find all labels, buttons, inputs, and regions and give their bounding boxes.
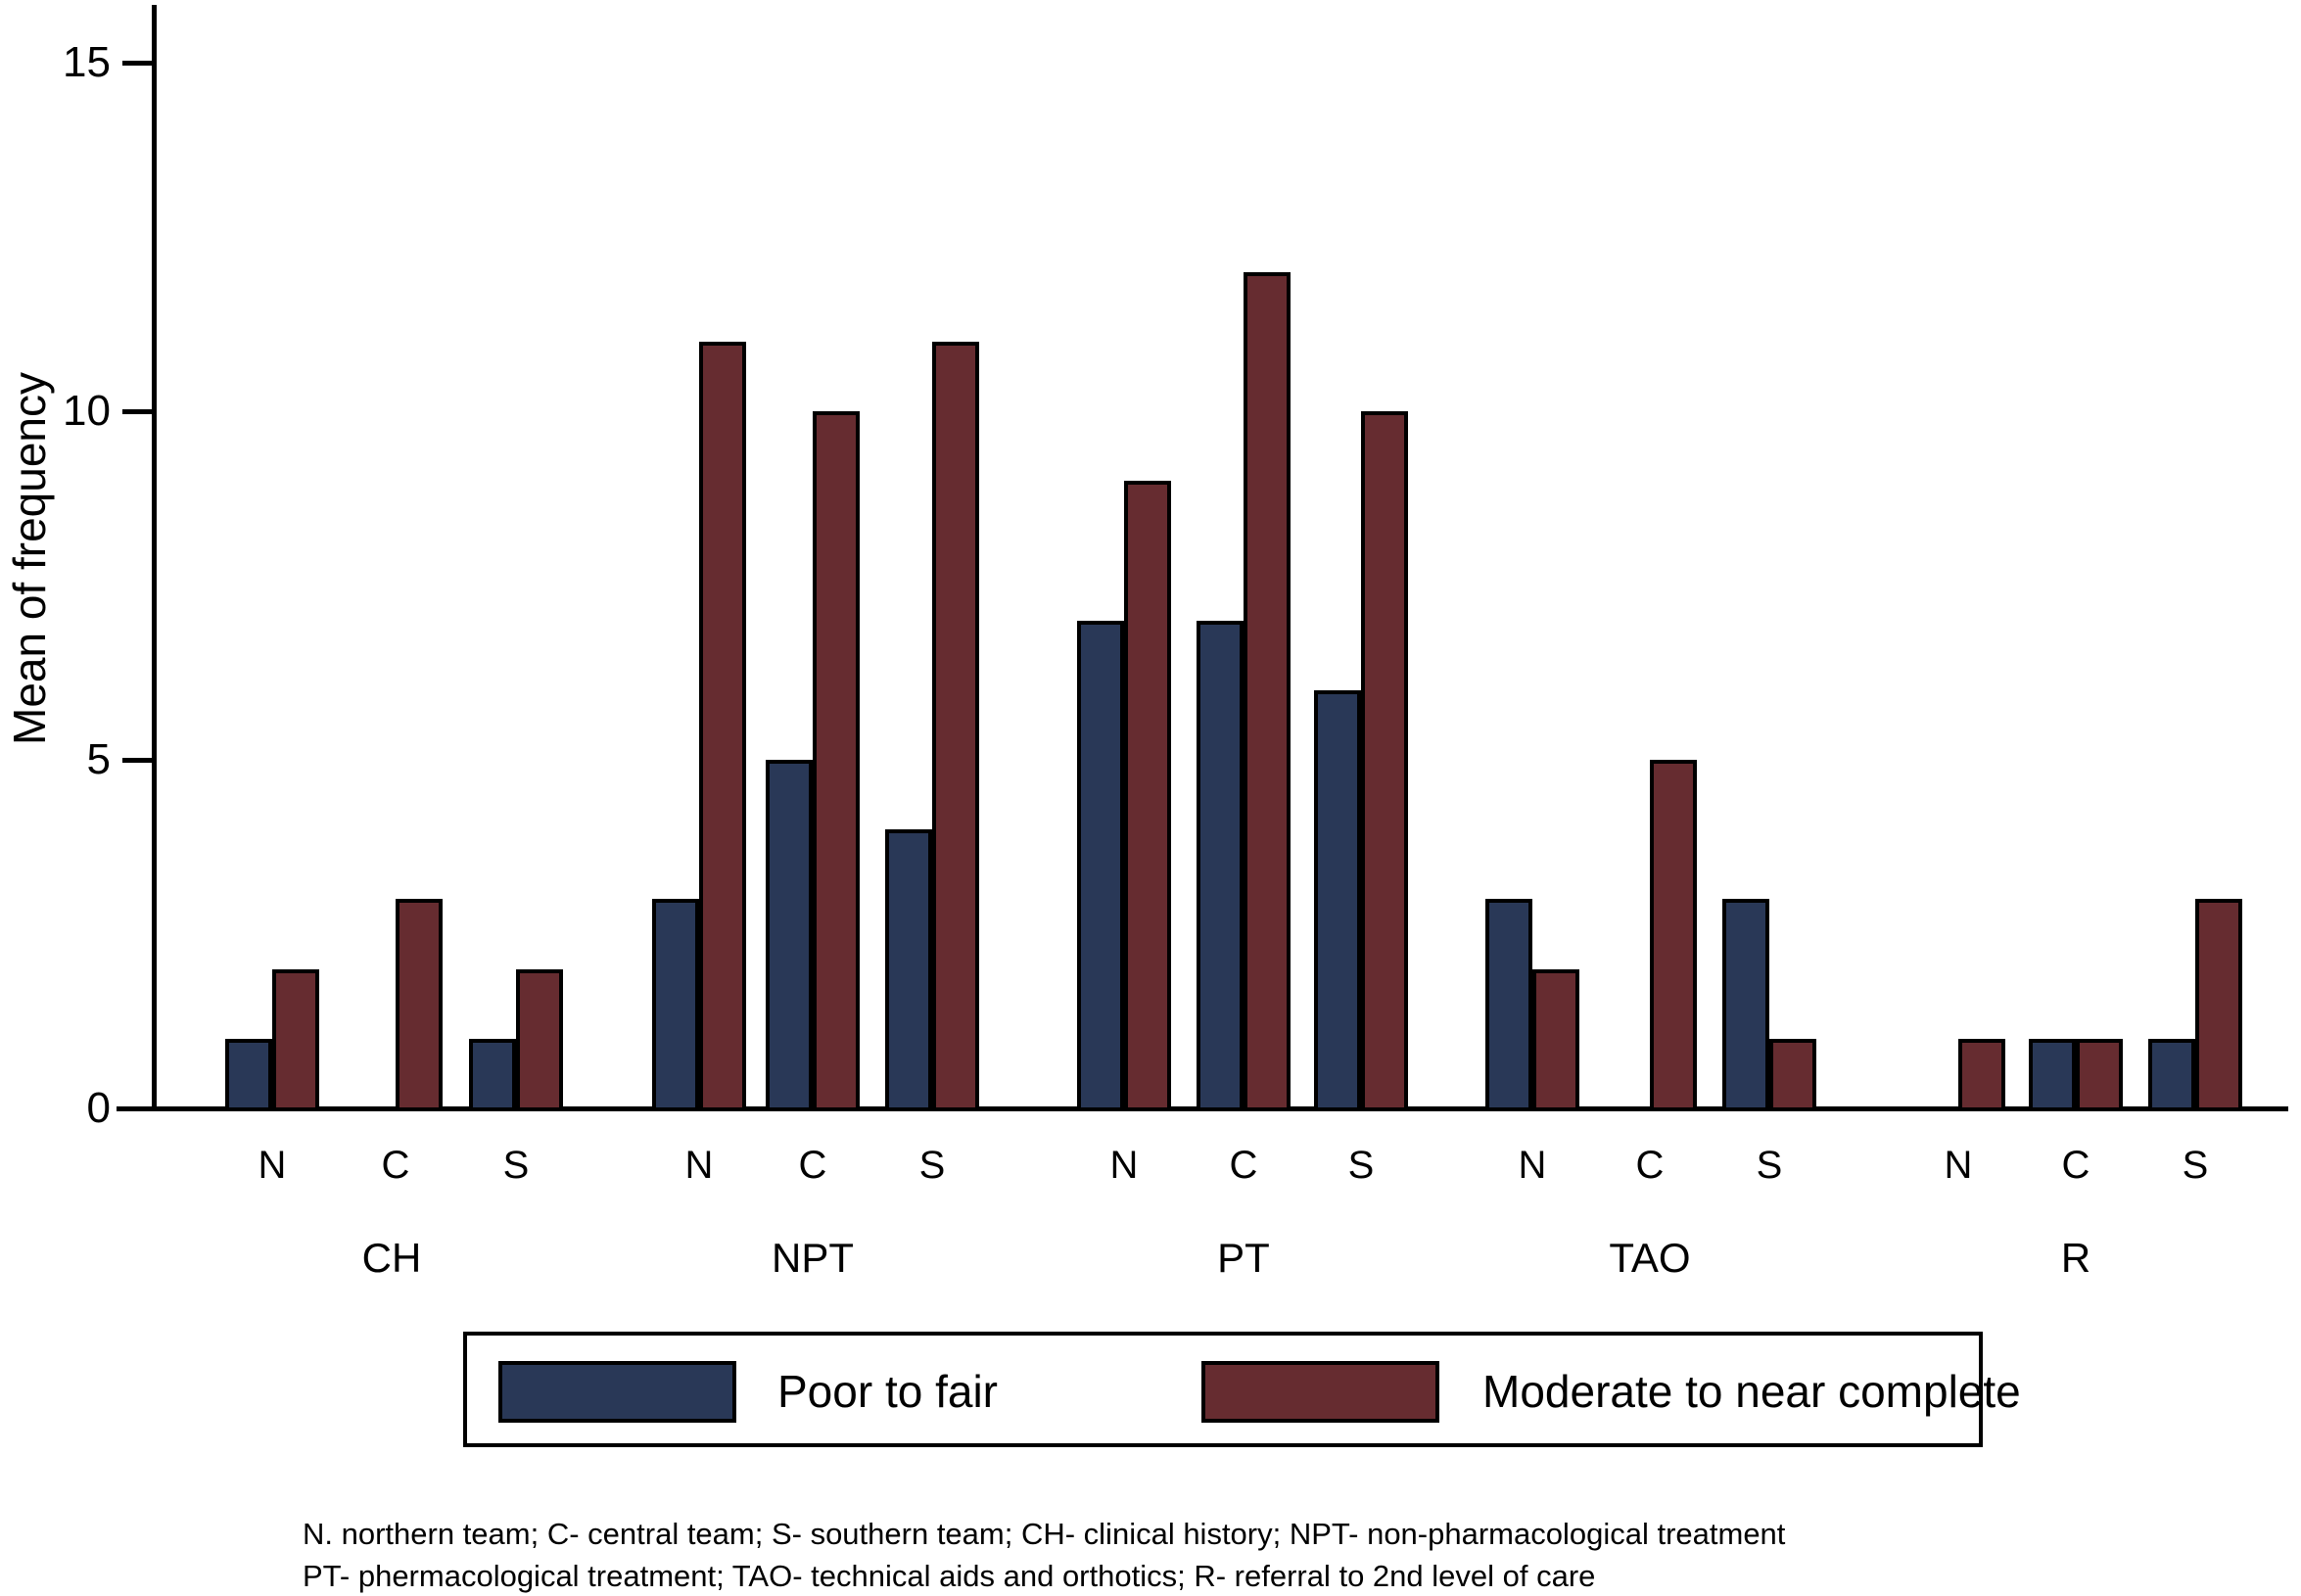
y-tick-0 <box>122 1106 152 1111</box>
y-tick-5 <box>122 758 152 763</box>
y-tick-15 <box>122 61 152 66</box>
x-label-ch-s: S <box>502 1144 530 1187</box>
x-label-npt-c: C <box>798 1144 827 1187</box>
bar-poor-to-fair-tao-s <box>1722 899 1769 1111</box>
x-label-pt-c: C <box>1229 1144 1258 1187</box>
bar-poor-to-fair-r-c <box>2029 1039 2076 1111</box>
y-tick-label-5: 5 <box>86 735 111 783</box>
bar-moderate-to-near-complete-npt-c <box>813 411 860 1111</box>
caption-line-2: PT- phermacological treatment; TAO- tech… <box>303 1559 1596 1593</box>
x-group-label-ch: CH <box>361 1235 422 1281</box>
bar-moderate-to-near-complete-pt-s <box>1361 411 1408 1111</box>
x-label-r-s: S <box>2182 1144 2209 1187</box>
bar-moderate-to-near-complete-npt-n <box>699 342 746 1111</box>
bar-moderate-to-near-complete-ch-s <box>516 969 563 1111</box>
x-label-tao-s: S <box>1756 1144 1783 1187</box>
x-label-r-n: N <box>1944 1144 1973 1187</box>
bar-moderate-to-near-complete-pt-n <box>1124 481 1171 1111</box>
legend-swatch-moderate-to-near-complete <box>1201 1361 1439 1423</box>
bar-poor-to-fair-pt-n <box>1077 621 1124 1111</box>
bar-moderate-to-near-complete-pt-c <box>1244 272 1291 1111</box>
figure-caption: N. northern team; C- central team; S- so… <box>303 1513 1785 1596</box>
x-label-ch-c: C <box>381 1144 410 1187</box>
bar-moderate-to-near-complete-ch-c <box>396 899 443 1111</box>
y-tick-label-10: 10 <box>63 387 111 435</box>
bar-poor-to-fair-ch-n <box>225 1039 272 1111</box>
y-tick-10 <box>122 409 152 414</box>
x-label-r-c: C <box>2061 1144 2090 1187</box>
bar-moderate-to-near-complete-r-n <box>1958 1039 2005 1111</box>
x-label-tao-n: N <box>1518 1144 1547 1187</box>
y-axis-line <box>152 5 157 1110</box>
bar-poor-to-fair-ch-s <box>469 1039 516 1111</box>
x-label-pt-n: N <box>1109 1144 1139 1187</box>
x-label-ch-n: N <box>258 1144 287 1187</box>
x-group-label-tao: TAO <box>1609 1235 1691 1281</box>
bar-poor-to-fair-npt-n <box>652 899 699 1111</box>
x-group-label-pt: PT <box>1217 1235 1270 1281</box>
bar-moderate-to-near-complete-tao-n <box>1532 969 1579 1111</box>
x-label-pt-s: S <box>1347 1144 1375 1187</box>
bar-poor-to-fair-r-s <box>2148 1039 2195 1111</box>
bar-moderate-to-near-complete-tao-s <box>1769 1039 1816 1111</box>
bar-poor-to-fair-pt-c <box>1197 621 1244 1111</box>
bar-moderate-to-near-complete-npt-s <box>932 342 979 1111</box>
x-label-npt-s: S <box>918 1144 946 1187</box>
bar-moderate-to-near-complete-r-s <box>2195 899 2242 1111</box>
bar-poor-to-fair-pt-s <box>1314 690 1361 1111</box>
x-group-label-npt: NPT <box>772 1235 854 1281</box>
x-label-npt-n: N <box>684 1144 714 1187</box>
legend-swatch-poor-to-fair <box>498 1361 736 1423</box>
bar-poor-to-fair-npt-c <box>766 760 813 1111</box>
bar-moderate-to-near-complete-r-c <box>2076 1039 2123 1111</box>
bar-poor-to-fair-npt-s <box>885 829 932 1111</box>
bar-poor-to-fair-tao-n <box>1485 899 1532 1111</box>
x-group-label-r: R <box>2060 1235 2091 1281</box>
y-tick-label-0: 0 <box>86 1084 111 1132</box>
legend-label-poor-to-fair: Poor to fair <box>777 1366 998 1417</box>
bar-moderate-to-near-complete-tao-c <box>1650 760 1697 1111</box>
caption-line-1: N. northern team; C- central team; S- so… <box>303 1517 1786 1551</box>
legend: Poor to fair Moderate to near complete <box>463 1332 2021 1447</box>
y-tick-label-15: 15 <box>63 38 111 86</box>
x-label-tao-c: C <box>1635 1144 1665 1187</box>
legend-label-moderate-to-near-complete: Moderate to near complete <box>1482 1366 2021 1417</box>
bar-moderate-to-near-complete-ch-n <box>272 969 319 1111</box>
